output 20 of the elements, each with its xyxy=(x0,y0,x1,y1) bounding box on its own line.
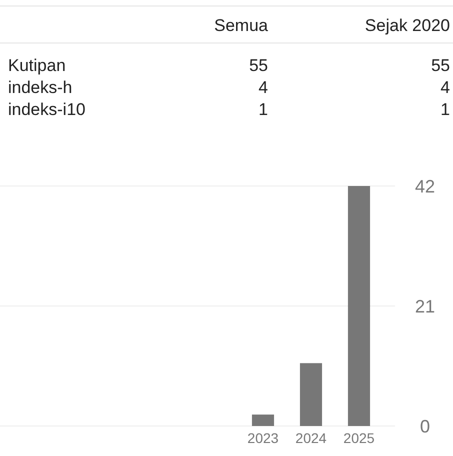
data-label: 1 xyxy=(258,100,268,119)
data-label: 55 xyxy=(249,56,268,75)
y-tick-label: 0 xyxy=(420,416,430,436)
bar xyxy=(300,363,322,426)
y-tick-label: 42 xyxy=(414,176,436,196)
data-label: 55 xyxy=(431,56,450,75)
bar xyxy=(348,186,370,426)
text: Sejak 2020 xyxy=(364,16,450,35)
data-label: 4 xyxy=(440,78,450,97)
bar xyxy=(252,414,274,426)
x-tick-label: 2024 xyxy=(295,430,327,446)
text: Semua xyxy=(214,16,269,35)
category-label: indeks-i10 xyxy=(8,100,86,119)
category-label: Kutipan xyxy=(8,56,66,75)
category-label: indeks-h xyxy=(8,78,72,97)
data-label: 4 xyxy=(258,78,268,97)
y-tick-label: 21 xyxy=(414,296,436,316)
x-tick-label: 2023 xyxy=(247,430,279,446)
data-label: 1 xyxy=(440,100,450,119)
x-tick-label: 2025 xyxy=(343,430,375,446)
